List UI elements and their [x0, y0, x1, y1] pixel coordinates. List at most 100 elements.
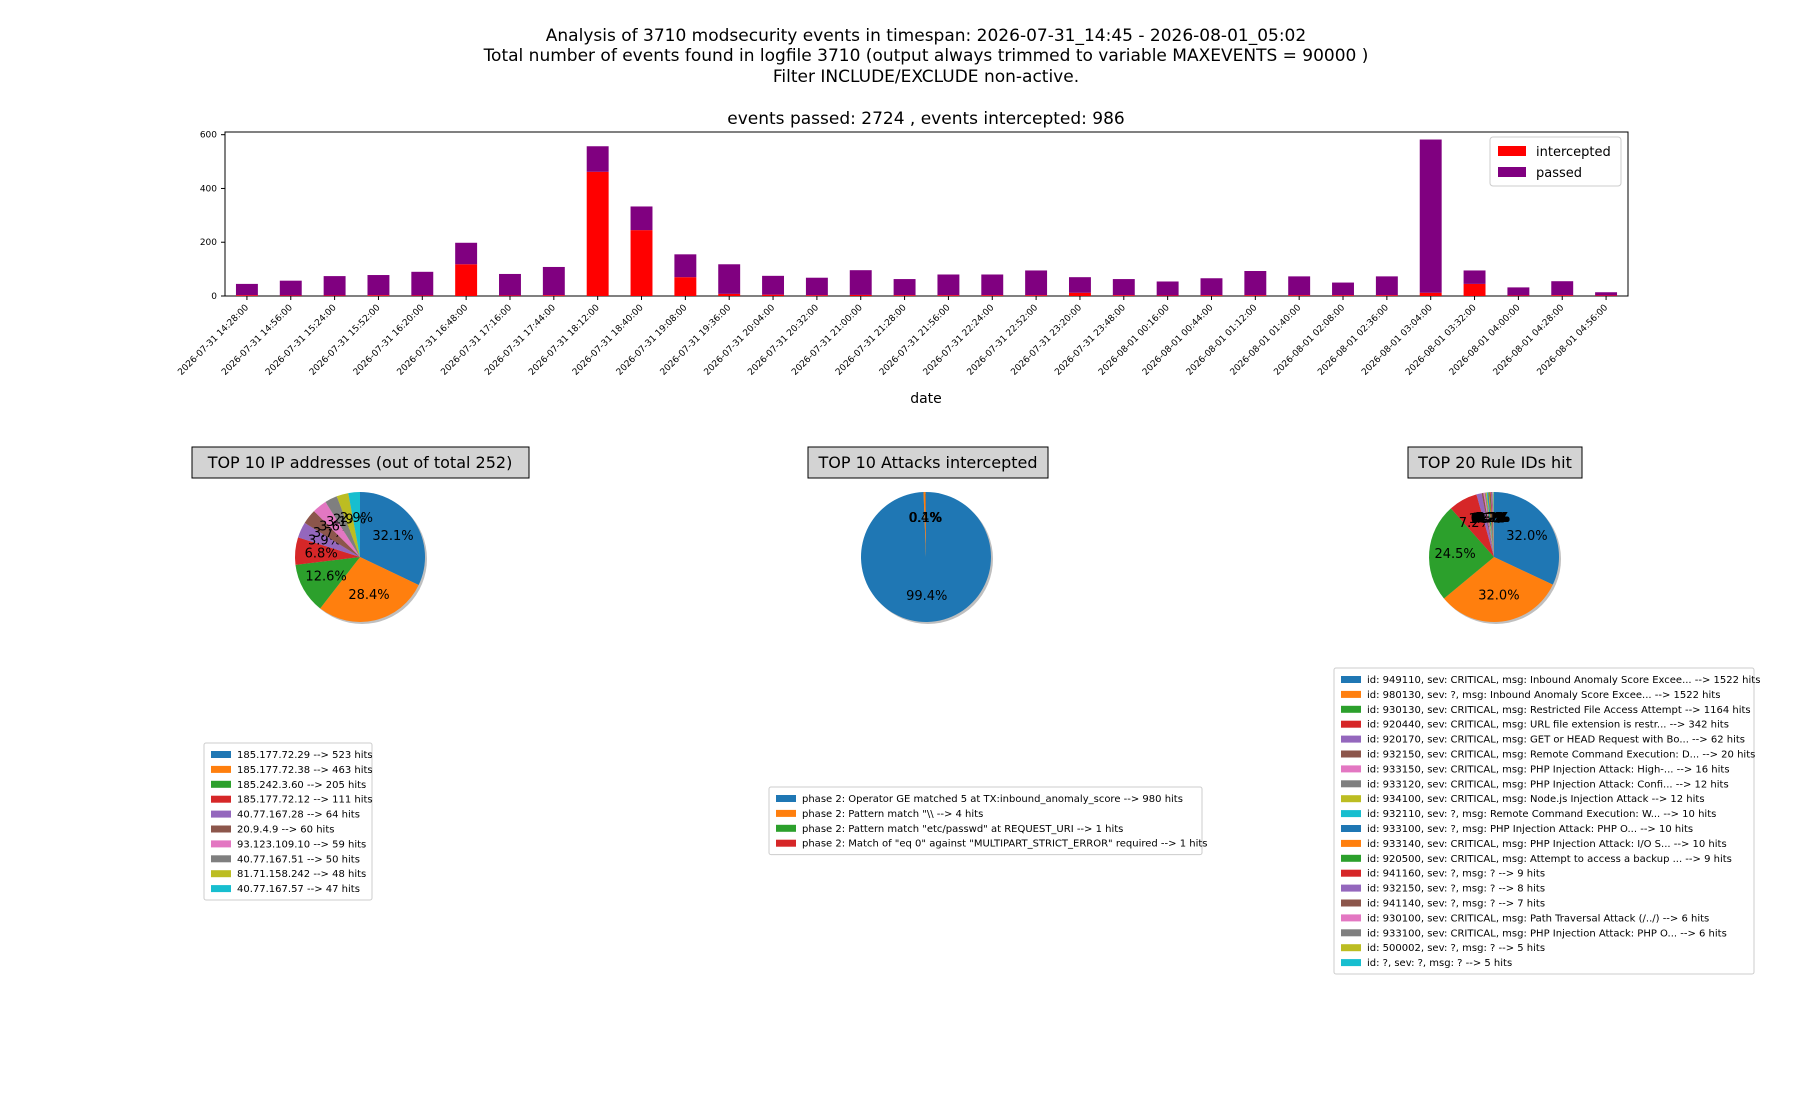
pie-slice — [325, 496, 360, 557]
bar-intercepted — [279, 295, 302, 296]
pie-legend-entry: id: 980130, sev: ?, msg: Inbound Anomaly… — [1367, 690, 1720, 701]
pie-legend-entry: phase 2: Operator GE matched 5 at TX:inb… — [802, 794, 1183, 805]
pie-legend-swatch — [211, 825, 231, 833]
y-tick-label: 0 — [211, 292, 217, 302]
bar-intercepted — [1507, 295, 1530, 296]
pie-legend-swatch — [776, 795, 796, 802]
pie-legend-swatch — [1341, 780, 1361, 788]
pie-legend-swatch — [211, 810, 231, 818]
pie-slice-label: 0.1% — [909, 511, 942, 526]
pie-slice — [1490, 492, 1494, 557]
bar-intercepted — [674, 277, 697, 296]
y-tick-label: 600 — [200, 131, 217, 141]
bar-passed — [1507, 287, 1530, 296]
pie-legend-frame — [768, 786, 1203, 856]
pie-legend-frame — [203, 742, 373, 901]
pie-slice-label: 0.4% — [908, 511, 941, 526]
rules-panel-title: TOP 20 Rule IDs hit — [1407, 446, 1583, 479]
bar-chart-legend: intercepted passed — [1489, 136, 1622, 187]
pie-legend-swatch — [1341, 795, 1361, 803]
pie-legend-swatch — [776, 824, 796, 832]
bar-passed — [1375, 276, 1398, 296]
pie-slice — [1450, 494, 1494, 557]
bar-passed — [1551, 281, 1574, 296]
pie-legend-entry: id: 949110, sev: CRITICAL, msg: Inbound … — [1367, 675, 1760, 686]
pie-slice-label: 99.4% — [906, 589, 947, 604]
pie-slice — [313, 501, 360, 557]
pie-legend-swatch — [211, 765, 231, 773]
bar-passed — [411, 271, 434, 296]
pie-legend-swatch — [1341, 914, 1361, 922]
bar-intercepted — [411, 295, 434, 296]
pie-legend-entry: id: 920500, sev: CRITICAL, msg: Attempt … — [1367, 854, 1732, 865]
bar-plot-frame — [224, 131, 1629, 297]
bar-passed — [1463, 270, 1486, 284]
bar-passed — [323, 276, 346, 296]
x-tick-label: 2026-08-01 03:32:00 — [1404, 303, 1479, 378]
rules-pie-chart: 32.0%32.0%24.5%7.2%1.3%0.4%0.3%0.3%0.3%0… — [1428, 492, 1561, 624]
pie-slice-label: 0.2% — [1474, 511, 1507, 526]
pie-legend-entry: id: 920440, sev: CRITICAL, msg: URL file… — [1367, 720, 1729, 731]
x-tick-label: 2026-08-01 02:36:00 — [1316, 303, 1391, 378]
pie-legend-entry: id: 500002, sev: ?, msg: ? --> 5 hits — [1367, 943, 1545, 954]
bar-intercepted — [1068, 292, 1091, 296]
pie-legend-swatch — [211, 855, 231, 863]
pie-slice — [1483, 492, 1494, 557]
bar-intercepted — [1419, 292, 1442, 296]
pie-legend-swatch — [776, 809, 796, 817]
pie-legend-swatch — [1341, 676, 1361, 683]
attacks-panel-title: TOP 10 Attacks intercepted — [807, 446, 1049, 479]
bar-passed — [1200, 278, 1223, 296]
pie-slice-label: 0.4% — [1471, 512, 1504, 527]
bar-intercepted — [1595, 295, 1618, 296]
pie-slice — [1486, 492, 1494, 557]
bar-intercepted — [1463, 283, 1486, 296]
bar-passed — [499, 273, 521, 296]
pie-slice — [1485, 492, 1494, 557]
x-tick-label: 2026-07-31 19:36:00 — [659, 303, 734, 378]
pie-slice — [925, 492, 926, 557]
bar-intercepted — [586, 171, 609, 296]
bar-passed — [1419, 139, 1442, 293]
ip-pie-title: TOP 10 IP addresses (out of total 252) — [207, 453, 513, 472]
pie-legend-entry: id: 932110, sev: ?, msg: Remote Command … — [1367, 809, 1716, 820]
bar-intercepted — [235, 295, 258, 296]
pie-legend-swatch — [211, 885, 231, 893]
pie-slice-label: 2.9% — [340, 511, 373, 526]
pie-slice — [1484, 492, 1494, 557]
pie-slice-label: 0.3% — [1471, 511, 1504, 526]
x-tick-label: 2026-07-31 22:24:00 — [922, 303, 997, 378]
bar-passed — [1025, 270, 1048, 296]
bar-passed — [805, 277, 828, 296]
pie-slice — [1492, 492, 1494, 557]
pie-legend-entry: id: 933140, sev: CRITICAL, msg: PHP Inje… — [1367, 839, 1727, 850]
pie-legend-entry: id: 930100, sev: CRITICAL, msg: Path Tra… — [1367, 913, 1709, 924]
pie-legend-swatch — [1341, 839, 1361, 847]
pie-legend-swatch — [1341, 720, 1361, 728]
y-tick-label: 400 — [200, 184, 217, 194]
pie-slice-label: 0.1% — [1476, 511, 1509, 526]
pie-legend-swatch — [211, 780, 231, 788]
rules-title-box — [1407, 446, 1583, 479]
x-tick-label: 2026-07-31 14:56:00 — [220, 303, 295, 378]
attacks-pie-chart: 99.4%0.4%0.1%0.1% — [861, 492, 993, 624]
pie-legend-entry: 185.177.72.12 --> 111 hits — [237, 795, 373, 806]
pie-legend-entry: phase 2: Pattern match "etc/passwd" at R… — [802, 824, 1123, 835]
pie-legend-swatch — [1341, 929, 1361, 937]
bar-passed — [1244, 270, 1267, 296]
pie-legend-swatch — [1341, 750, 1361, 758]
x-tick-label: 2026-07-31 17:16:00 — [439, 303, 514, 378]
pie-legend-swatch — [1341, 765, 1361, 773]
pie-slice — [1491, 492, 1494, 557]
pie-slice-label: 32.0% — [1506, 529, 1547, 544]
pie-slice — [1493, 492, 1494, 557]
pie-legend-swatch — [1341, 884, 1361, 892]
pie-legend-swatch — [1341, 899, 1361, 907]
pie-slice-label: 0.2% — [1474, 511, 1507, 526]
pie-legend-entry: 93.123.109.10 --> 59 hits — [237, 839, 366, 850]
pie-slice-label: 0.2% — [1475, 511, 1508, 526]
ip-title-box — [191, 446, 530, 479]
pie-legend-swatch — [1341, 810, 1361, 818]
